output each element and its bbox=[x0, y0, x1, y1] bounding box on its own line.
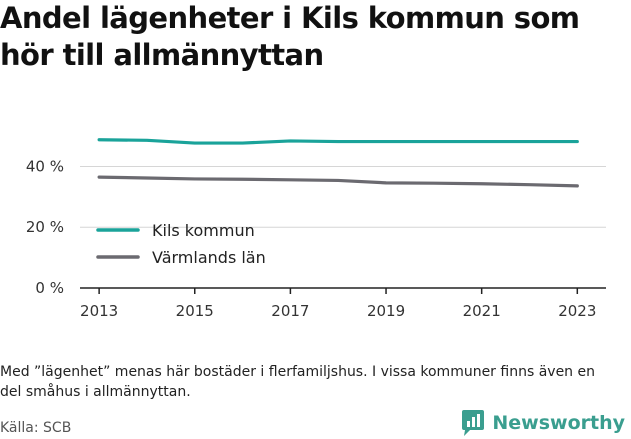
x-tick-label: 2017 bbox=[271, 302, 309, 320]
chart-note: Med ”lägenhet” menas här bostäder i fler… bbox=[0, 364, 595, 400]
y-tick-label: 0 % bbox=[35, 279, 64, 297]
y-axis-tick-labels: 0 % 20 % 40 % bbox=[26, 157, 64, 297]
series-line-1 bbox=[97, 175, 579, 188]
legend-label: Kils kommun bbox=[152, 221, 255, 240]
legend: Kils kommun Värmlands län bbox=[96, 221, 266, 267]
x-tick-label: 2021 bbox=[463, 302, 501, 320]
x-tick-label: 2019 bbox=[367, 302, 405, 320]
x-tick-label: 2015 bbox=[176, 302, 214, 320]
brand-logo: Newsworthy bbox=[460, 407, 625, 439]
series-lines bbox=[97, 138, 579, 188]
legend-label: Värmlands län bbox=[152, 248, 266, 267]
chart-title: Andel lägenheter i Kils kommun som hör t… bbox=[0, 1, 580, 72]
source-label: Källa: SCB bbox=[0, 420, 72, 436]
series-line-0 bbox=[97, 138, 579, 145]
x-tick-label: 2013 bbox=[80, 302, 118, 320]
y-tick-label: 20 % bbox=[26, 218, 64, 236]
line-chart: 0 % 20 % 40 % 2013 2015 2017 2019 2021 2023 Kil… bbox=[26, 138, 606, 320]
y-tick-label: 40 % bbox=[26, 157, 64, 175]
newsworthy-logo-icon bbox=[462, 410, 485, 436]
x-tick-label: 2023 bbox=[558, 302, 596, 320]
brand-name: Newsworthy bbox=[492, 412, 625, 434]
x-axis-ticks: 2013 2015 2017 2019 2021 2023 bbox=[80, 288, 596, 320]
gridlines bbox=[80, 165, 606, 228]
